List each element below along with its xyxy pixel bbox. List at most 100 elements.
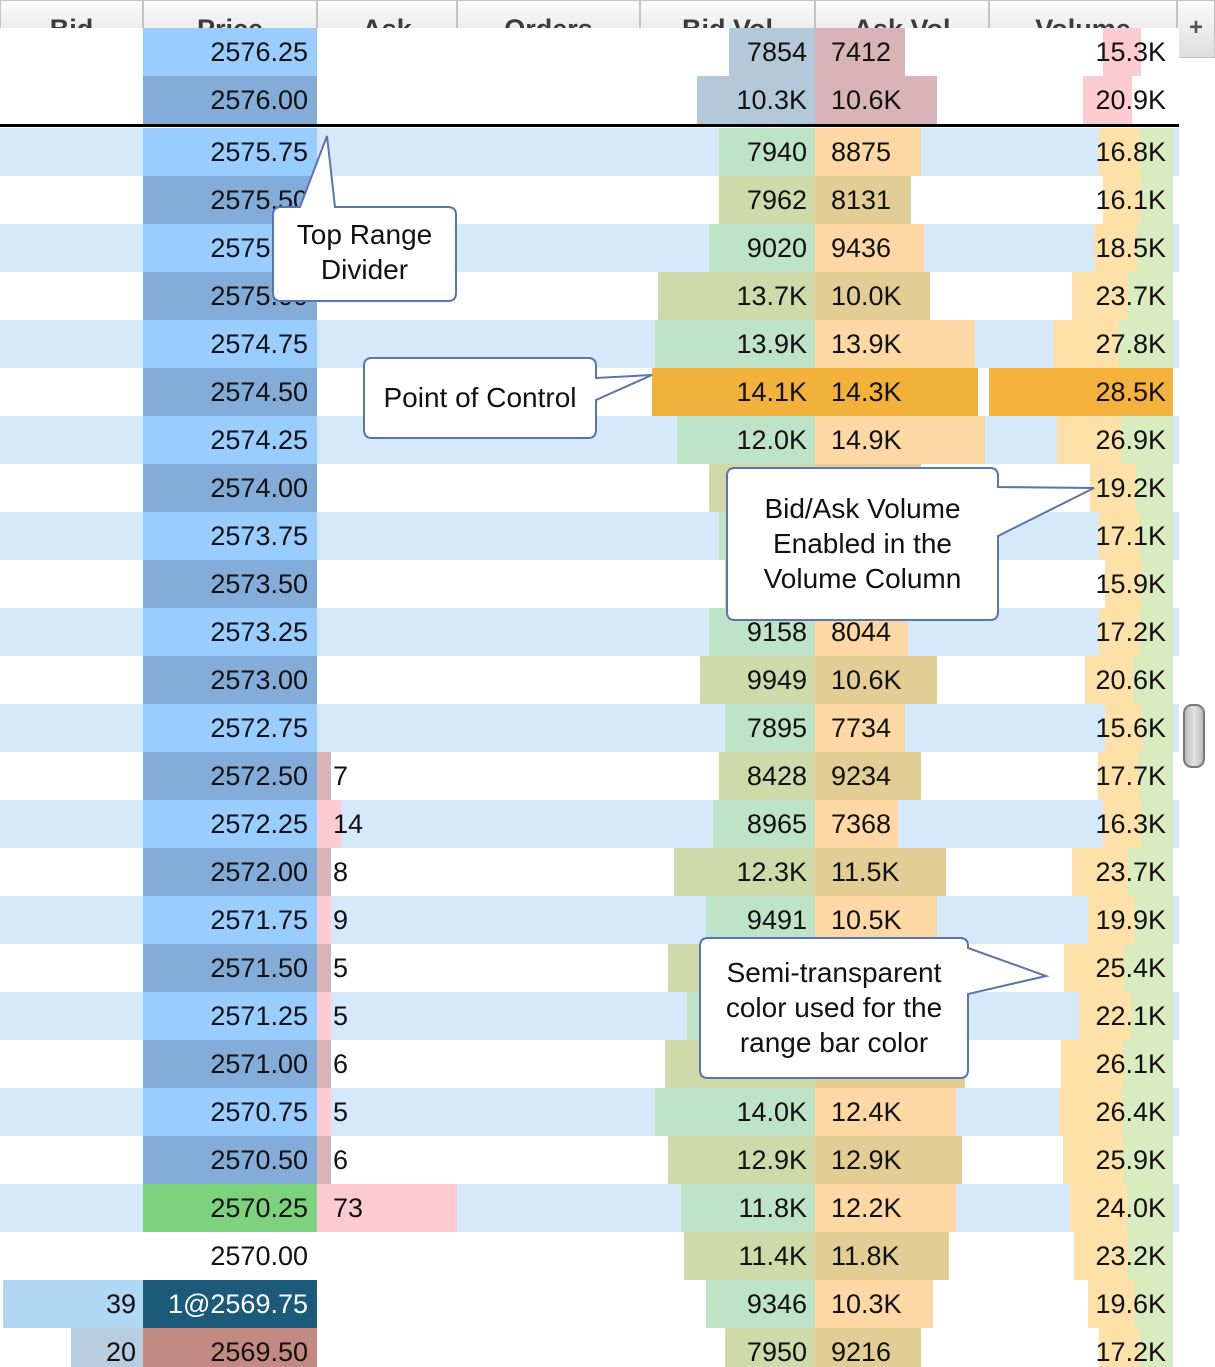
ask-volume-bar	[815, 320, 975, 368]
price-cell-background	[143, 320, 317, 368]
price-cell-background	[143, 1328, 317, 1367]
callout-text: Point of Control	[383, 382, 577, 413]
bid-depth-bar	[71, 1328, 143, 1367]
ask-vol-cell: 14.9K	[831, 425, 902, 455]
volume-bid-part-bar	[1142, 560, 1173, 608]
volume-cell: 25.9K	[1095, 1145, 1166, 1175]
ask-volume-bar	[815, 704, 905, 752]
bid-vol-cell: 9020	[746, 233, 807, 263]
ladder-row[interactable]: 2572.50 7 8428 9234 17.7K	[0, 752, 1179, 800]
ladder-row[interactable]: 2572.25 14 8965 7368 16.3K	[0, 800, 1179, 848]
ladder-row[interactable]: 39 1@2569.75 9346 10.3K 19.6K	[0, 1280, 1179, 1328]
ladder-row[interactable]: 2575.75 7940 8875 16.8K	[0, 128, 1179, 176]
ask-vol-cell: 10.0K	[831, 281, 902, 311]
volume-ask-part-bar	[1085, 656, 1133, 704]
price-cell: 2571.50	[210, 953, 308, 983]
price-cell-background	[143, 896, 317, 944]
scrollbar-thumb[interactable]	[1183, 704, 1205, 768]
ladder-row[interactable]: 2570.25 73 11.8K 12.2K 24.0K	[0, 1184, 1179, 1232]
bid-vol-cell: 14.1K	[736, 377, 807, 407]
ask-depth-bar	[317, 896, 331, 944]
ladder-row[interactable]: 20 2569.50 7950 9216 17.2K	[0, 1328, 1179, 1367]
volume-bid-part-bar	[1140, 128, 1173, 176]
volume-cell: 24.0K	[1095, 1193, 1166, 1223]
volume-cell: 17.7K	[1095, 761, 1166, 791]
volume-cell: 25.4K	[1095, 953, 1166, 983]
ask-vol-cell: 9216	[831, 1337, 892, 1367]
ask-depth-bar	[317, 800, 341, 848]
volume-cell: 20.6K	[1095, 665, 1166, 695]
price-cell-background	[143, 1136, 317, 1184]
ask-vol-cell: 14.3K	[831, 377, 902, 407]
volume-ask-part-bar	[1103, 28, 1141, 76]
volume-bid-part-bar	[1135, 1280, 1173, 1328]
volume-cell: 15.9K	[1095, 569, 1166, 599]
price-cell-background	[143, 704, 317, 752]
bid-vol-cell: 12.0K	[736, 425, 807, 455]
ask-vol-cell: 11.8K	[831, 1241, 900, 1271]
volume-cell: 15.3K	[1095, 37, 1166, 67]
volume-ask-part-bar	[1057, 416, 1121, 464]
ladder-row[interactable]: 2575.00 13.7K 10.0K 23.7K	[0, 272, 1179, 320]
volume-bid-part-bar	[1141, 176, 1173, 224]
bid-volume-bar	[697, 76, 815, 124]
ask-depth-bar	[317, 752, 331, 800]
ladder-row[interactable]: 2570.50 6 12.9K 12.9K 25.9K	[0, 1136, 1179, 1184]
add-column-button[interactable]: +	[1177, 0, 1215, 58]
ask-vol-cell: 13.9K	[831, 329, 902, 359]
ask-volume-bar	[815, 896, 937, 944]
price-cell: 2573.25	[210, 617, 308, 647]
bid-volume-bar	[655, 1088, 815, 1136]
bid-volume-bar	[719, 176, 815, 224]
bid-volume-bar	[729, 28, 815, 76]
volume-cell: 17.2K	[1095, 1337, 1166, 1367]
bid-vol-cell: 7940	[746, 137, 807, 167]
bid-volume-bar	[674, 848, 815, 896]
price-cell: 2574.75	[210, 329, 308, 359]
ask-vol-cell: 11.5K	[831, 857, 900, 887]
ladder-row[interactable]: 2572.75 7895 7734 15.6K	[0, 704, 1179, 752]
price-cell: 2573.75	[210, 521, 308, 551]
price-cell-background	[143, 1232, 317, 1280]
volume-ask-part-bar	[1099, 512, 1140, 560]
ladder-row[interactable]: 2576.00 10.3K 10.6K 20.9K	[0, 76, 1179, 124]
ask-cell: 5	[333, 1001, 349, 1031]
volume-bid-part-bar	[1128, 1232, 1173, 1280]
volume-bid-part-bar	[1142, 704, 1173, 752]
bid-depth-bar	[3, 1280, 143, 1328]
ladder-row[interactable]: 2571.75 9 9491 10.5K 19.9K	[0, 896, 1179, 944]
ask-volume-bar	[815, 1184, 956, 1232]
ladder-row[interactable]: 2570.00 11.4K 11.8K 23.2K	[0, 1232, 1179, 1280]
price-cell: 2574.50	[210, 377, 308, 407]
volume-bid-part-bar	[1141, 28, 1173, 76]
ladder-row[interactable]: 2573.00 9949 10.6K 20.6K	[0, 656, 1179, 704]
volume-ask-part-bar	[1079, 992, 1131, 1040]
ask-depth-bar	[317, 1088, 331, 1136]
ask-volume-bar	[815, 1232, 949, 1280]
volume-bid-part-bar	[1123, 1040, 1173, 1088]
bid-vol-cell: 10.3K	[736, 85, 807, 115]
ladder-row[interactable]: 2571.00 6 26.1K	[0, 1040, 1179, 1088]
volume-bid-part-bar	[1140, 608, 1173, 656]
bid-vol-cell: 12.9K	[736, 1145, 807, 1175]
ask-volume-bar	[815, 416, 985, 464]
volume-cell: 27.8K	[1095, 329, 1166, 359]
bid-vol-cell: 9491	[746, 905, 807, 935]
volume-ask-part-bar	[1053, 320, 1119, 368]
ask-volume-bar	[815, 272, 930, 320]
price-cell-background	[143, 752, 317, 800]
volume-cell: 23.7K	[1095, 857, 1166, 887]
volume-ask-part-bar	[1094, 224, 1137, 272]
bid-volume-bar	[713, 800, 815, 848]
ladder-row[interactable]: 2570.75 5 14.0K 12.4K 26.4K	[0, 1088, 1179, 1136]
ask-vol-cell: 12.4K	[831, 1097, 902, 1127]
volume-bid-part-bar	[1132, 76, 1173, 124]
ask-volume-bar	[815, 800, 898, 848]
ask-cell: 5	[333, 953, 349, 983]
ask-vol-cell: 9436	[831, 233, 892, 263]
ladder-row[interactable]: 2576.25 7854 7412 15.3K	[0, 28, 1179, 76]
price-cell-background	[143, 1040, 317, 1088]
bid-vol-cell: 11.4K	[738, 1241, 807, 1271]
ladder-row[interactable]: 2572.00 8 12.3K 11.5K 23.7K	[0, 848, 1179, 896]
